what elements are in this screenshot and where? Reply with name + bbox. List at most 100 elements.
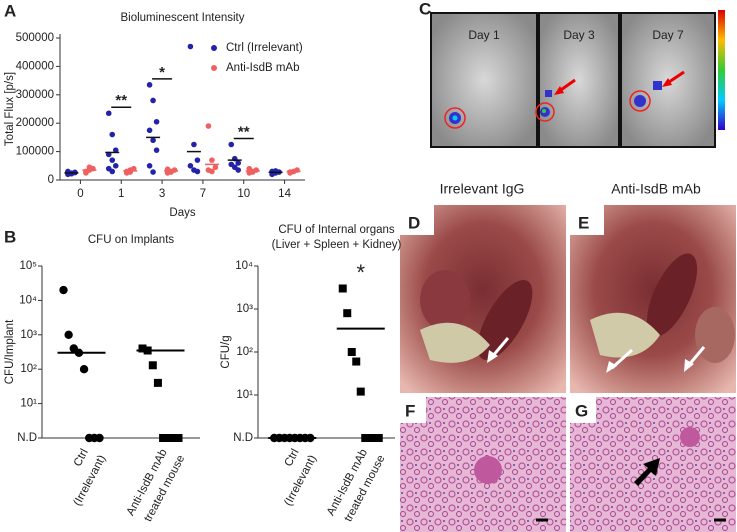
significance-label: ** (115, 92, 127, 109)
chart-subtitle: (Liver + Spleen + Kidney) (272, 239, 402, 251)
y-axis-label: CFU/g (220, 335, 232, 368)
y-tick-label: 10⁴ (19, 294, 37, 306)
legend-label: Anti-IsdB mAb (226, 62, 300, 74)
y-tick-label: 10⁴ (235, 260, 253, 272)
photo (570, 205, 736, 393)
panel-letter: B (4, 227, 16, 246)
y-axis-label: CFU/Implant (4, 319, 16, 384)
data-point (187, 43, 194, 50)
chart-title: CFU on Implants (88, 234, 175, 246)
chart-title: Bioluminescent Intensity (120, 12, 244, 24)
photo (400, 205, 566, 393)
legend-marker (211, 45, 217, 51)
data-point (150, 137, 156, 144)
data-point (212, 164, 219, 171)
x-tick-label: 1 (118, 188, 124, 200)
x-tick-label: 10 (237, 188, 250, 200)
panel-letter: D (408, 213, 420, 232)
panel-letter: C (419, 0, 431, 18)
data-point (205, 123, 212, 129)
y-tick-label: 100000 (16, 146, 54, 158)
y-tick-label: 300000 (16, 89, 54, 101)
y-tick-label: 400000 (16, 60, 54, 72)
data-point (374, 434, 383, 442)
data-point (356, 387, 365, 396)
y-tick-label: N.D (17, 432, 37, 444)
y-tick-label: 10³ (20, 329, 37, 341)
photo (400, 397, 566, 532)
y-tick-label: 10² (236, 346, 253, 358)
data-point (109, 131, 116, 138)
data-point (169, 434, 178, 442)
data-point (112, 163, 119, 169)
x-tick-label: 7 (200, 188, 206, 200)
data-point (153, 147, 160, 153)
chart-title: CFU of Internal organs (278, 224, 395, 236)
data-point (130, 165, 137, 172)
photo (570, 397, 736, 532)
data-point (235, 160, 242, 166)
data-point (361, 434, 370, 442)
data-point (109, 168, 116, 175)
data-point (64, 330, 73, 339)
y-tick-label: 200000 (16, 117, 54, 129)
y-tick-label: 10¹ (236, 389, 253, 401)
data-point (209, 168, 215, 175)
data-point (347, 348, 356, 356)
plots: Bioluminescent Intensity Total Flux [p/s]… (4, 12, 402, 524)
x-tick-label: 0 (77, 188, 83, 200)
panel-letter: F (405, 401, 415, 420)
data-point (194, 157, 201, 163)
data-point (83, 170, 89, 176)
data-point (164, 434, 173, 442)
data-point (95, 433, 104, 443)
data-point (365, 434, 374, 442)
data-point (235, 167, 242, 173)
data-point (112, 147, 119, 153)
data-point (146, 163, 153, 169)
data-point (105, 110, 112, 117)
data-point (168, 169, 174, 175)
x-axis-label: Days (169, 207, 195, 219)
panel-letter: G (575, 401, 588, 420)
panel-letter: A (4, 1, 16, 20)
legend-label: Ctrl (Irrelevant) (226, 42, 303, 54)
data-point (228, 141, 235, 148)
significance-label: ** (238, 123, 250, 140)
data-point (127, 169, 134, 175)
data-point (174, 434, 183, 442)
y-tick-label: N.D (233, 432, 253, 444)
data-point (86, 164, 93, 171)
significance-label: * (159, 64, 165, 81)
data-point (65, 169, 71, 175)
y-tick-label: 10³ (236, 303, 253, 315)
day-label: Day 7 (652, 28, 684, 42)
data-point (370, 434, 379, 442)
photo-title: Irrelevant IgG (440, 181, 525, 197)
data-point (246, 165, 253, 172)
data-point (109, 157, 116, 163)
data-point (146, 82, 153, 88)
data-point (352, 357, 361, 366)
data-point (191, 141, 197, 148)
y-tick-label: 0 (48, 174, 54, 186)
y-tick-label: 10⁵ (19, 260, 37, 272)
data-point (187, 163, 194, 169)
x-tick-label: 3 (159, 188, 165, 200)
y-axis-label: Total Flux [p/s] (4, 72, 16, 146)
data-point (148, 361, 157, 370)
data-point (138, 344, 147, 353)
y-tick-label: 500000 (16, 32, 54, 44)
photo-title: Anti-IsdB mAb (611, 181, 701, 197)
data-point (150, 97, 156, 104)
x-tick-label: Ctrl (283, 447, 302, 468)
imaging-panel: Day 1 Day 3 Day 7 (430, 10, 725, 148)
data-point (59, 285, 68, 295)
data-point (338, 284, 347, 293)
data-point (150, 169, 156, 175)
day-label: Day 3 (563, 28, 595, 42)
y-tick-label: 10¹ (20, 398, 37, 410)
significance-label: * (356, 260, 365, 285)
data-point (153, 118, 160, 125)
data-point (79, 365, 89, 374)
